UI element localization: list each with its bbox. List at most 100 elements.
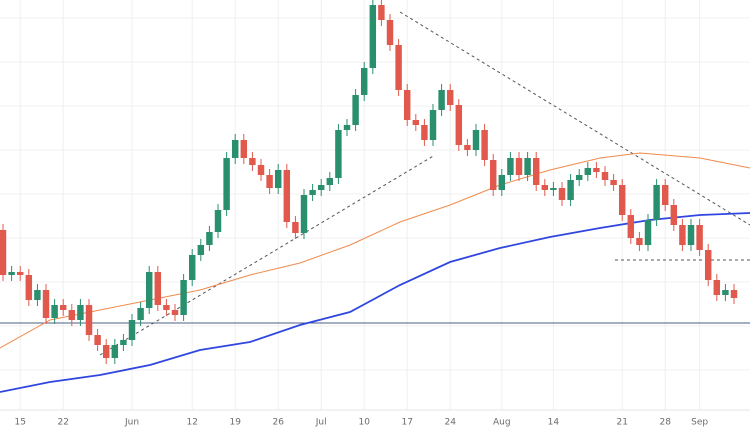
candle-body — [722, 290, 729, 295]
candle-body — [231, 140, 239, 158]
candle-body — [352, 95, 359, 125]
candle-body — [300, 195, 308, 233]
candle-body — [292, 222, 299, 233]
moving-average — [0, 152, 750, 349]
candle-body — [524, 158, 531, 175]
candle-body — [274, 170, 282, 188]
candle-body — [0, 230, 7, 275]
candle-body — [661, 185, 669, 205]
candle-body — [68, 310, 76, 320]
candle-body — [412, 120, 420, 125]
candle-body — [386, 20, 394, 45]
candle-body — [704, 250, 712, 280]
candle-body — [257, 165, 265, 175]
trendline — [399, 11, 750, 226]
candle-body — [541, 185, 549, 190]
candle-body — [455, 105, 463, 145]
candle-body — [636, 238, 643, 245]
candle-body — [206, 232, 213, 245]
candle-body — [618, 185, 626, 215]
candle-body — [498, 175, 506, 190]
candle-body — [154, 272, 162, 305]
candle-body — [111, 345, 119, 358]
x-tick-label: Jun — [124, 418, 139, 428]
candle-body — [94, 335, 101, 345]
candle-body — [317, 185, 325, 190]
x-tick-label: Sep — [691, 418, 708, 428]
candle-body — [180, 280, 187, 315]
candle-body — [403, 90, 411, 120]
x-tick-label: 28 — [659, 418, 671, 428]
candle-body — [223, 158, 230, 210]
candle-body — [59, 305, 67, 310]
candle-body — [532, 158, 540, 185]
candle-body — [343, 125, 351, 130]
candle-body — [360, 68, 368, 95]
candle-body — [395, 45, 402, 90]
candle-body — [472, 130, 480, 150]
candle-body — [145, 272, 153, 308]
candle-body — [429, 110, 437, 140]
candle-body — [335, 130, 342, 178]
candle-body — [34, 290, 41, 300]
candle-body — [438, 90, 445, 110]
candle-body — [137, 308, 144, 320]
candle-body — [670, 205, 678, 225]
candle-body — [567, 180, 574, 200]
x-tick-label: 14 — [548, 418, 560, 428]
candle-body — [369, 5, 377, 68]
candle-body — [446, 90, 454, 105]
candle-body — [171, 310, 179, 315]
candle-body — [679, 225, 686, 245]
candle-body — [51, 305, 58, 318]
candle-body — [42, 290, 50, 318]
moving-average — [0, 212, 750, 393]
candle-body — [558, 188, 566, 200]
candle-body — [266, 175, 273, 188]
x-tick-label: 24 — [444, 418, 456, 428]
candle-body — [696, 225, 703, 250]
candle-body — [8, 272, 15, 275]
candle-body — [188, 255, 196, 280]
candle-body — [378, 5, 385, 20]
candle-body — [197, 245, 205, 255]
candle-body — [687, 225, 695, 245]
x-tick-label: 10 — [358, 418, 370, 428]
candle-body — [653, 185, 660, 220]
candle-body — [481, 130, 488, 160]
candle-body — [627, 215, 635, 238]
candle-body — [214, 210, 222, 232]
candle-body — [240, 140, 248, 158]
candle-body — [163, 305, 170, 310]
candle-body — [309, 190, 316, 195]
candle-body — [77, 305, 84, 320]
candle-body — [16, 272, 24, 275]
x-tick-label: 21 — [616, 418, 627, 428]
candle-body — [102, 345, 110, 358]
candle-body — [515, 158, 523, 175]
trendline — [99, 154, 436, 356]
candle-body — [713, 280, 721, 295]
candle-body — [584, 168, 592, 175]
candle-body — [120, 340, 127, 345]
x-tick-label: Jul — [315, 418, 327, 428]
candle-body — [489, 160, 497, 190]
x-tick-label: 15 — [14, 418, 25, 428]
candle-body — [464, 145, 471, 150]
candle-body — [249, 158, 256, 165]
x-tick-label: 19 — [229, 418, 241, 428]
candle-body — [283, 170, 291, 222]
candle-body — [326, 178, 334, 185]
candle-body — [593, 168, 600, 172]
candle-body — [610, 180, 617, 185]
candle-body — [85, 305, 93, 335]
x-tick-label: 17 — [401, 418, 412, 428]
candle-body — [644, 220, 652, 245]
x-tick-label: 12 — [186, 418, 197, 428]
candle-body — [575, 175, 583, 180]
x-tick-label: 22 — [57, 418, 68, 428]
candle-body — [128, 320, 136, 340]
candle-body — [601, 172, 609, 180]
x-tick-label: 26 — [272, 418, 284, 428]
